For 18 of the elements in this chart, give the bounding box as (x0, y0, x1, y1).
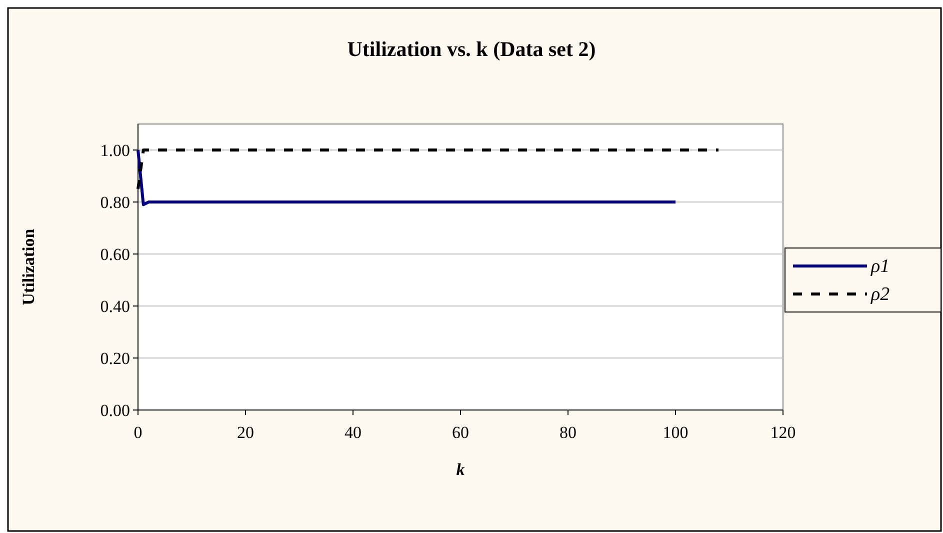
y-tick-label: 0.80 (100, 193, 130, 212)
x-tick-label: 120 (770, 423, 796, 442)
x-tick-label: 100 (662, 423, 688, 442)
x-tick-label: 40 (344, 423, 362, 442)
legend-label: ρ2 (870, 284, 890, 305)
y-tick-label: 0.40 (100, 297, 130, 316)
y-axis-title: Utilization (19, 228, 38, 306)
y-tick-label: 1.00 (100, 141, 130, 160)
x-tick-label: 20 (237, 423, 254, 442)
y-tick-label: 0.00 (100, 401, 130, 420)
legend-label: ρ1 (870, 256, 890, 277)
x-tick-label: 80 (560, 423, 576, 442)
x-tick-label: 0 (134, 423, 142, 442)
chart-title: Utilization vs. k (Data set 2) (347, 37, 596, 61)
x-axis-title: k (456, 460, 466, 479)
y-tick-label: 0.60 (100, 245, 130, 264)
x-tick-label: 60 (452, 423, 469, 442)
y-tick-label: 0.20 (100, 349, 130, 368)
